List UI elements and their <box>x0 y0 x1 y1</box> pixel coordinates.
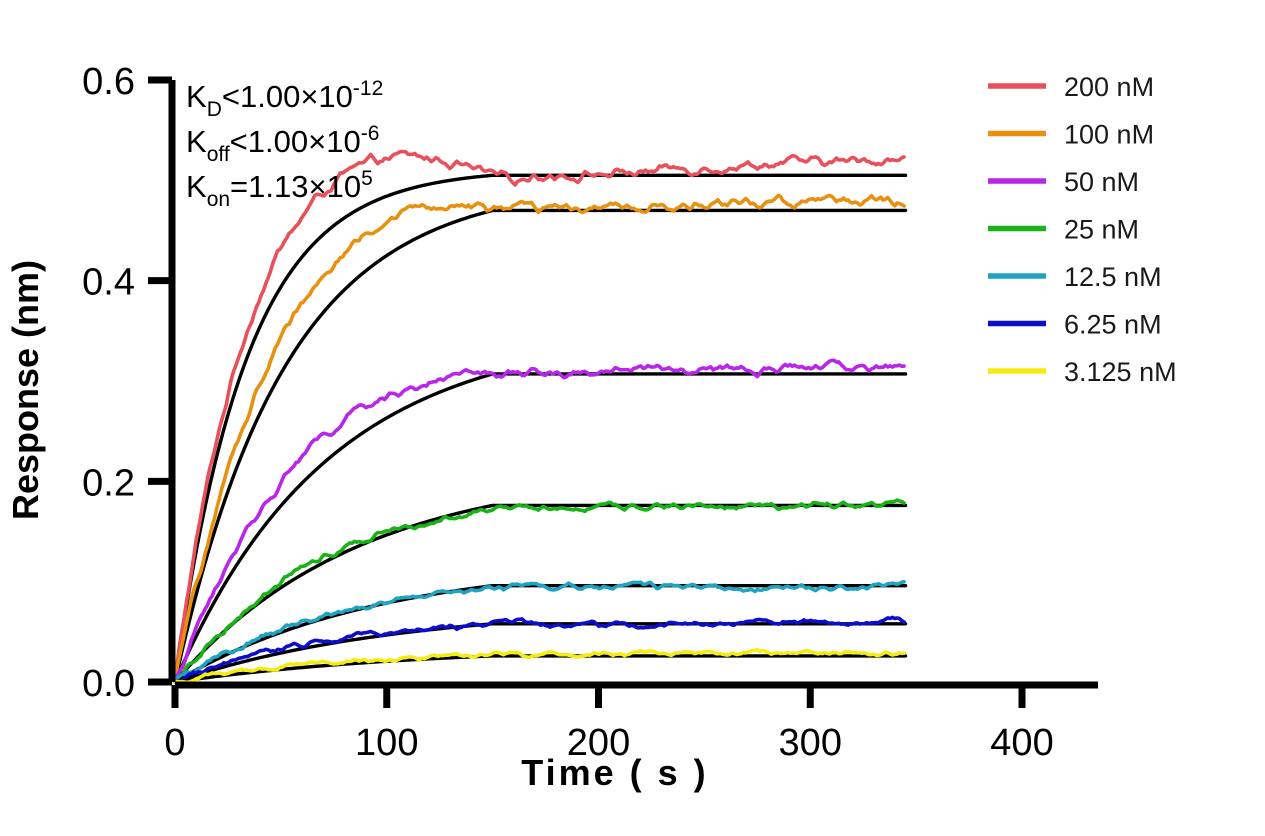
kon-mantissa: 1.13 <box>248 169 308 204</box>
data-curve-100-nm <box>173 193 906 683</box>
koff-exponent: -6 <box>361 122 380 145</box>
kd-mantissa: 1.00 <box>240 79 300 114</box>
legend-label: 3.125 nM <box>1064 357 1177 387</box>
legend-label: 25 nM <box>1064 215 1139 245</box>
kon-times: × <box>309 169 327 204</box>
fit-curve-50-nm <box>173 372 908 684</box>
koff-annotation: Koff<1.00×10-6 <box>186 122 379 166</box>
x-tick-label: 300 <box>779 722 842 764</box>
koff-subscript: off <box>207 143 230 166</box>
x-tick-label: 0 <box>164 722 185 764</box>
y-tick-label: 0.6 <box>82 61 135 103</box>
kon-relation: = <box>230 169 248 204</box>
curves-layer <box>173 149 908 685</box>
kd-relation: < <box>222 79 240 114</box>
y-axis-title: Response (nm) <box>5 260 46 520</box>
koff-symbol: K <box>186 124 207 159</box>
kon-annotation: Kon=1.13×105 <box>186 167 373 211</box>
koff-base: 10 <box>326 124 360 159</box>
x-tick-label: 400 <box>990 722 1053 764</box>
data-curve-3-125-nm <box>173 647 906 685</box>
koff-relation: < <box>230 124 248 159</box>
legend-label: 100 nM <box>1064 120 1154 150</box>
kd-times: × <box>300 79 318 114</box>
legend-label: 200 nM <box>1064 72 1154 102</box>
y-tick-label: 0.4 <box>82 262 135 304</box>
x-tick-label: 100 <box>355 722 418 764</box>
fit-curve-3-125-nm <box>173 654 908 684</box>
y-tick-label: 0.2 <box>82 462 135 504</box>
data-curve-50-nm <box>173 358 906 682</box>
data-curve-6-25-nm <box>173 615 906 684</box>
legend-item[interactable]: 3.125 nM <box>988 357 1177 387</box>
axes-layer <box>148 76 1098 708</box>
kinetics-annotations: KD<1.00×10-12 Koff<1.00×10-6 Kon=1.13×10… <box>186 77 383 211</box>
koff-times: × <box>308 124 326 159</box>
legend: 200 nM 100 nM 50 nM 25 nM 12.5 nM 6.25 nM 3.12… <box>988 72 1177 387</box>
data-curve-200-nm <box>173 149 906 683</box>
fit-curve-200-nm <box>173 173 908 684</box>
kon-exponent: 5 <box>361 167 373 190</box>
kd-symbol: K <box>186 79 207 114</box>
kd-exponent: -12 <box>353 77 383 100</box>
kon-base: 10 <box>327 169 361 204</box>
data-curve-25-nm <box>173 498 906 683</box>
kd-base: 10 <box>318 79 352 114</box>
y-tick-label: 0.0 <box>82 663 135 705</box>
data-curve-12-5-nm <box>173 580 906 683</box>
legend-label: 50 nM <box>1064 167 1139 197</box>
x-axis-title: Time ( s ) <box>521 752 708 793</box>
x-tick-label: 200 <box>567 722 630 764</box>
legend-item[interactable]: 25 nM <box>988 215 1139 245</box>
legend-item[interactable]: 100 nM <box>988 120 1154 150</box>
legend-label: 6.25 nM <box>1064 310 1162 340</box>
kd-annotation: KD<1.00×10-12 <box>186 77 383 121</box>
legend-item[interactable]: 200 nM <box>988 72 1154 102</box>
fit-curve-25-nm <box>173 503 908 684</box>
legend-item[interactable]: 12.5 nM <box>988 262 1162 292</box>
kon-subscript: on <box>207 188 230 211</box>
legend-item[interactable]: 6.25 nM <box>988 310 1162 340</box>
legend-item[interactable]: 50 nM <box>988 167 1139 197</box>
legend-label: 12.5 nM <box>1064 262 1162 292</box>
kd-subscript: D <box>207 98 222 121</box>
koff-mantissa: 1.00 <box>248 124 308 159</box>
axis-labels-layer: 0 100 200 300 400 0.0 0.2 0.4 0.6 <box>82 61 1054 764</box>
kon-symbol: K <box>186 169 207 204</box>
